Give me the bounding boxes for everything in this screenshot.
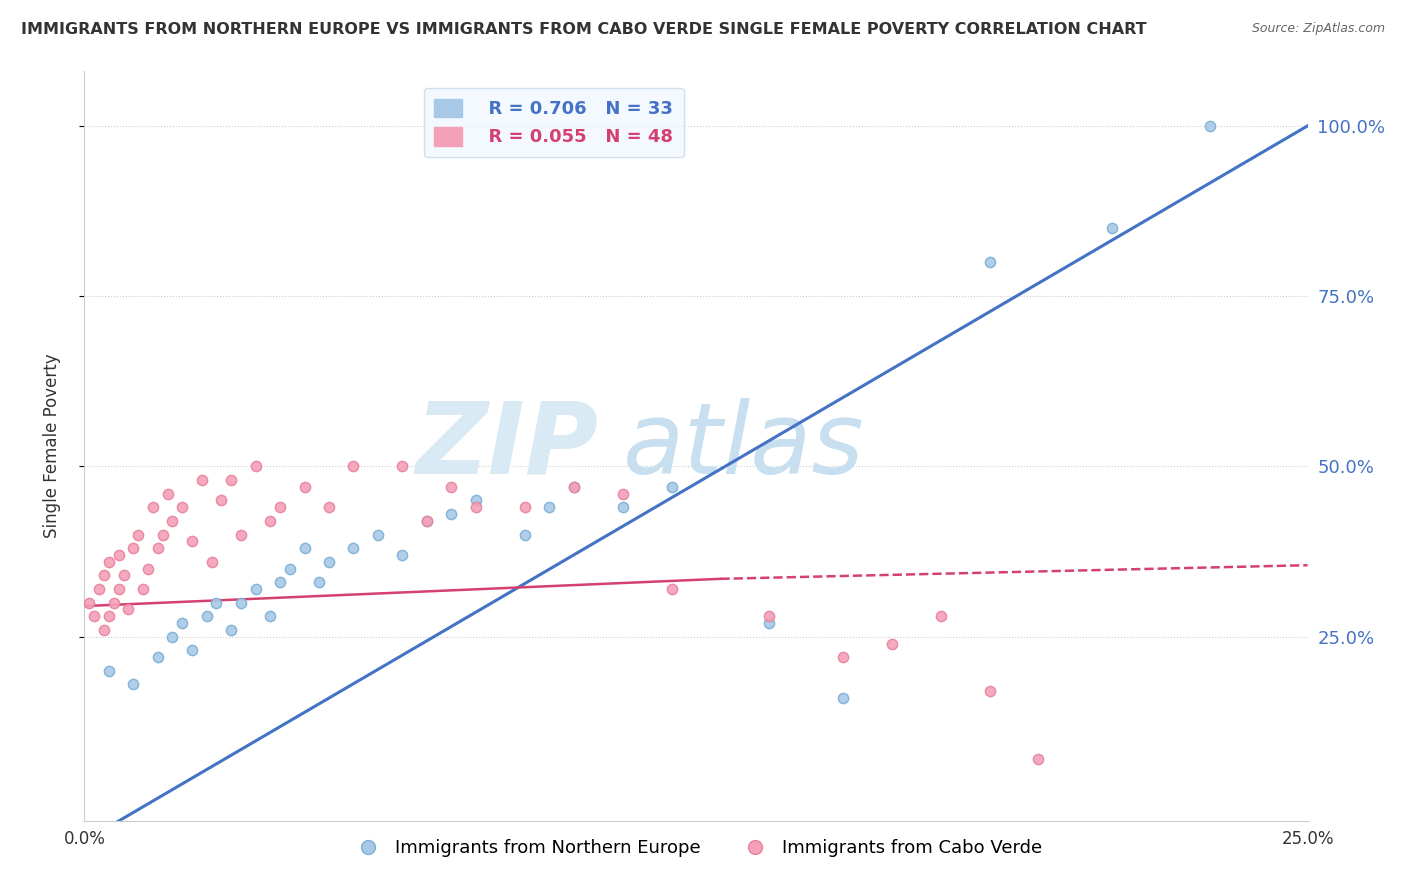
Point bbox=[880, 636, 903, 650]
Point bbox=[146, 650, 169, 665]
Point bbox=[308, 575, 330, 590]
Point bbox=[87, 582, 110, 596]
Point bbox=[107, 548, 129, 562]
Point bbox=[318, 555, 340, 569]
Point bbox=[464, 500, 486, 515]
Point bbox=[269, 575, 291, 590]
Point bbox=[259, 609, 281, 624]
Text: Source: ZipAtlas.com: Source: ZipAtlas.com bbox=[1251, 22, 1385, 36]
Point bbox=[162, 514, 184, 528]
Point bbox=[831, 650, 853, 665]
Point bbox=[229, 596, 252, 610]
Point bbox=[219, 623, 242, 637]
Point bbox=[538, 500, 561, 515]
Point bbox=[1101, 221, 1123, 235]
Point bbox=[93, 568, 115, 582]
Point bbox=[191, 473, 214, 487]
Point bbox=[979, 684, 1001, 698]
Point bbox=[77, 596, 100, 610]
Point bbox=[162, 630, 184, 644]
Point bbox=[342, 541, 364, 556]
Point bbox=[440, 480, 463, 494]
Point bbox=[367, 527, 389, 541]
Point bbox=[979, 255, 1001, 269]
Point bbox=[929, 609, 952, 624]
Point bbox=[758, 616, 780, 631]
Point bbox=[562, 480, 585, 494]
Point bbox=[209, 493, 232, 508]
Point bbox=[181, 643, 204, 657]
Point bbox=[172, 616, 194, 631]
Point bbox=[661, 582, 683, 596]
Point bbox=[612, 486, 634, 500]
Point bbox=[294, 480, 316, 494]
Point bbox=[259, 514, 281, 528]
Text: ZIP: ZIP bbox=[415, 398, 598, 494]
Point bbox=[758, 609, 780, 624]
Point bbox=[294, 541, 316, 556]
Point bbox=[93, 623, 115, 637]
Point bbox=[195, 609, 218, 624]
Point bbox=[1028, 752, 1050, 766]
Point bbox=[142, 500, 165, 515]
Point bbox=[103, 596, 125, 610]
Legend: Immigrants from Northern Europe, Immigrants from Cabo Verde: Immigrants from Northern Europe, Immigra… bbox=[343, 831, 1049, 864]
Point bbox=[269, 500, 291, 515]
Point bbox=[416, 514, 439, 528]
Point bbox=[117, 602, 139, 616]
Point bbox=[146, 541, 169, 556]
Point bbox=[152, 527, 174, 541]
Point bbox=[391, 548, 413, 562]
Point bbox=[661, 480, 683, 494]
Text: IMMIGRANTS FROM NORTHERN EUROPE VS IMMIGRANTS FROM CABO VERDE SINGLE FEMALE POVE: IMMIGRANTS FROM NORTHERN EUROPE VS IMMIG… bbox=[21, 22, 1147, 37]
Point bbox=[132, 582, 155, 596]
Point bbox=[278, 561, 301, 575]
Point bbox=[172, 500, 194, 515]
Point bbox=[1198, 119, 1220, 133]
Point bbox=[440, 507, 463, 521]
Point bbox=[136, 561, 159, 575]
Point bbox=[318, 500, 340, 515]
Point bbox=[112, 568, 135, 582]
Point bbox=[612, 500, 634, 515]
Y-axis label: Single Female Poverty: Single Female Poverty bbox=[42, 354, 60, 538]
Point bbox=[97, 609, 120, 624]
Point bbox=[831, 691, 853, 706]
Point bbox=[97, 555, 120, 569]
Point bbox=[513, 500, 536, 515]
Point bbox=[562, 480, 585, 494]
Text: atlas: atlas bbox=[623, 398, 865, 494]
Point bbox=[391, 459, 413, 474]
Point bbox=[122, 541, 145, 556]
Point bbox=[127, 527, 149, 541]
Point bbox=[83, 609, 105, 624]
Point bbox=[107, 582, 129, 596]
Point bbox=[513, 527, 536, 541]
Point bbox=[342, 459, 364, 474]
Point bbox=[464, 493, 486, 508]
Point bbox=[156, 486, 179, 500]
Point bbox=[122, 677, 145, 691]
Point bbox=[205, 596, 228, 610]
Point bbox=[229, 527, 252, 541]
Point bbox=[219, 473, 242, 487]
Point bbox=[97, 664, 120, 678]
Point bbox=[416, 514, 439, 528]
Point bbox=[200, 555, 222, 569]
Point bbox=[181, 534, 204, 549]
Point bbox=[245, 582, 267, 596]
Point bbox=[245, 459, 267, 474]
